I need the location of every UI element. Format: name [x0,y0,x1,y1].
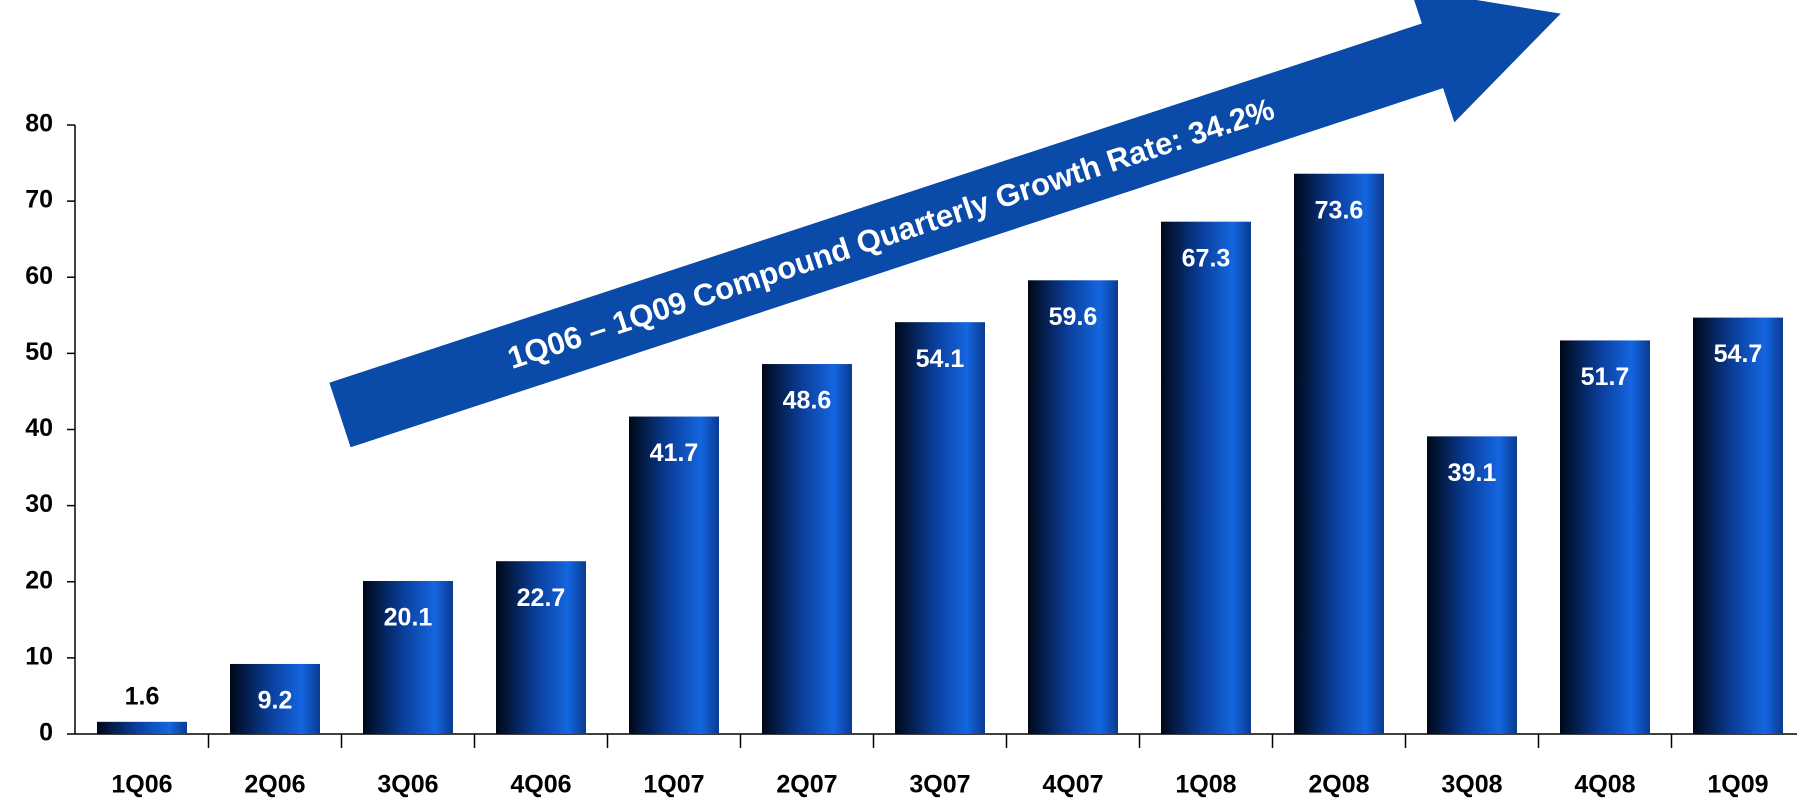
bar [363,580,453,734]
x-tick-label: 1Q06 [111,771,172,799]
value-label: 59.6 [1049,303,1098,331]
x-tick-label: 3Q07 [909,771,970,799]
value-label: 9.2 [258,687,293,715]
y-tick-label: 50 [25,338,53,366]
x-tick-label: 2Q06 [244,771,305,799]
value-label: 73.6 [1315,196,1364,224]
value-label: 54.1 [916,345,965,373]
x-tick-label: 2Q07 [776,771,837,799]
x-tick-label: 1Q09 [1707,771,1768,799]
value-label: 48.6 [783,387,832,415]
y-tick-label: 70 [25,186,53,214]
bar [762,364,852,734]
y-tick-label: 20 [25,566,53,594]
value-label: 41.7 [650,439,699,467]
y-tick-label: 60 [25,262,53,290]
bar [1693,317,1783,734]
arrow-shape [329,0,1561,448]
value-label: 51.7 [1581,363,1630,391]
x-tick-label: 4Q08 [1574,771,1635,799]
value-label: 1.6 [125,682,160,710]
x-tick-label: 1Q07 [643,771,704,799]
value-label: 67.3 [1182,244,1231,272]
bar [1294,173,1384,735]
x-tick-label: 4Q06 [510,771,571,799]
x-tick-label: 2Q08 [1308,771,1369,799]
value-label: 39.1 [1448,459,1497,487]
y-tick-label: 80 [25,110,53,138]
value-label: 20.1 [384,604,433,632]
y-tick-label: 40 [25,414,53,442]
bar [895,322,985,734]
value-label: 54.7 [1714,340,1763,368]
bar [1161,221,1251,734]
bar [1427,436,1517,734]
y-tick-label: 30 [25,490,53,518]
bar [496,561,586,734]
bar [629,416,719,734]
x-tick-label: 3Q06 [377,771,438,799]
x-tick-label: 3Q08 [1441,771,1502,799]
y-tick-label: 10 [25,642,53,670]
y-tick-label: 0 [39,719,53,747]
x-tick-label: 1Q08 [1175,771,1236,799]
bar [97,721,187,734]
value-label: 22.7 [517,584,566,612]
bar [230,663,320,734]
bar [1560,340,1650,734]
x-tick-label: 4Q07 [1042,771,1103,799]
bar [1028,280,1118,734]
